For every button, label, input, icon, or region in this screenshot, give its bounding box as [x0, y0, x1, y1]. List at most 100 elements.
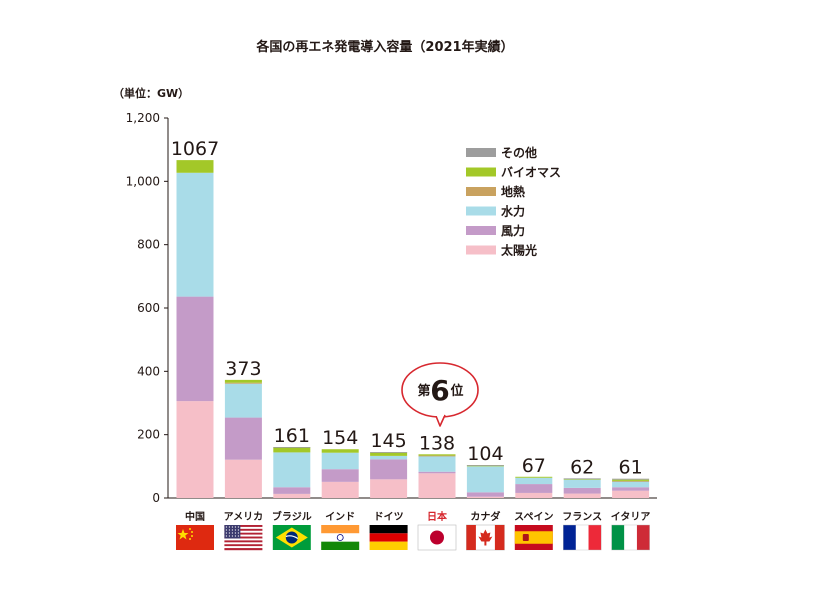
- y-tick-label: 1,200: [126, 111, 160, 125]
- legend-label: バイオマス: [501, 166, 561, 180]
- bar-segment: [176, 160, 214, 173]
- callout-prefix: 第: [417, 383, 430, 399]
- bars: 1067 373 161 154 145 138 104 67 62 61: [171, 138, 650, 498]
- bar-segment: [515, 477, 553, 485]
- bar-segment: [370, 452, 408, 453]
- total-label: 1067: [171, 138, 219, 160]
- total-label: 161: [274, 425, 310, 447]
- bar-segment: [176, 401, 214, 498]
- total-label: 373: [225, 358, 261, 380]
- bar-segment: [418, 454, 456, 456]
- category-label: ドイツ: [374, 511, 404, 523]
- x-axis-labels: 中国 アメリカ ブラジル インド ドイツ 日本 カナダ スペイン フランス イタリア: [185, 510, 650, 523]
- callout-pointer-mask: [435, 411, 444, 416]
- category-label: 中国: [185, 510, 205, 523]
- legend-label: 水力: [501, 204, 525, 219]
- japan-flag-icon: [417, 524, 457, 551]
- bar-segment: [612, 478, 650, 480]
- china-flag-icon: [176, 525, 214, 550]
- bar-segment: [321, 469, 359, 482]
- y-tick-label: 400: [137, 364, 160, 378]
- germany-flag-icon: [369, 525, 408, 550]
- category-label: イタリア: [611, 511, 651, 523]
- legend-item: 風力: [466, 223, 525, 238]
- bar-segment: [418, 471, 456, 474]
- bar-segment: [273, 447, 311, 448]
- bar-segment: [563, 478, 601, 480]
- total-label: 104: [467, 443, 503, 465]
- italy-flag-icon: [611, 524, 650, 551]
- category-label: ブラジル: [272, 510, 312, 523]
- bar-segment: [176, 296, 214, 402]
- bar-segment: [612, 479, 650, 481]
- callout-suffix: 位: [450, 383, 463, 399]
- category-label: 日本: [427, 510, 448, 523]
- y-tick-label: 600: [137, 301, 160, 315]
- legend-item: 地熱: [466, 184, 525, 199]
- france-flag-icon: [563, 524, 602, 551]
- bar-segment: [466, 496, 504, 498]
- callout-rank: 6: [430, 374, 449, 407]
- category-label: インド: [325, 511, 355, 523]
- y-tick-label: 800: [137, 238, 160, 252]
- bar-segment: [224, 383, 262, 418]
- bar-segment: [612, 490, 650, 498]
- bar-segment: [563, 479, 601, 488]
- legend-swatch: [466, 167, 496, 177]
- bar-segment: [515, 476, 553, 478]
- legend-label: 地熱: [501, 184, 525, 199]
- bar-segment: [370, 459, 408, 480]
- category-label: アメリカ: [224, 511, 264, 523]
- legend-swatch: [466, 245, 496, 255]
- usa-flag-icon: [224, 525, 263, 551]
- category-label: スペイン: [514, 511, 553, 523]
- legend-swatch: [466, 226, 496, 235]
- category-label: フランス: [562, 511, 602, 523]
- bar-segment: [612, 480, 650, 482]
- y-tick-label: 200: [137, 428, 160, 442]
- bar-segment: [321, 452, 359, 470]
- bar-segment: [224, 382, 262, 384]
- bar-segment: [273, 493, 311, 498]
- bar-segment: [370, 455, 408, 460]
- bar-segment: [418, 455, 456, 457]
- category-label: カナダ: [470, 510, 500, 523]
- bar-segment: [466, 465, 504, 466]
- legend-swatch: [466, 206, 496, 216]
- bar-segment: [224, 459, 262, 498]
- flags: [176, 524, 650, 551]
- chart-title: 各国の再エネ発電導入容量（2021年実績）: [255, 39, 513, 55]
- legend-item: バイオマス: [466, 166, 561, 180]
- legend-item: その他: [466, 145, 537, 160]
- bar-segment: [321, 449, 359, 453]
- legend-item: 水力: [466, 204, 525, 219]
- bar-segment: [273, 447, 311, 453]
- bar-segment: [370, 452, 408, 456]
- bar-segment: [515, 484, 553, 493]
- total-label: 154: [322, 427, 358, 449]
- bar-segment: [418, 473, 456, 498]
- bar-segment: [321, 481, 359, 498]
- bar-segment: [224, 417, 262, 460]
- legend-swatch: [466, 187, 496, 196]
- bar-segment: [176, 172, 214, 297]
- total-label: 138: [419, 432, 455, 454]
- bar-segment: [466, 466, 504, 493]
- y-tick-label: 0: [152, 491, 160, 505]
- total-label: 62: [570, 456, 594, 478]
- bar-segment: [273, 487, 311, 494]
- bar-segment: [273, 452, 311, 488]
- y-tick-label: 1,000: [126, 174, 160, 188]
- bar-segment: [612, 481, 650, 488]
- callout-pointer: [435, 414, 446, 427]
- legend-label: 太陽光: [501, 243, 537, 258]
- total-label: 61: [619, 457, 643, 479]
- bar-segment: [563, 493, 601, 498]
- bar-segment: [370, 479, 408, 498]
- y-axis: 0 200 400 600 800 1,000 1,200: [126, 111, 657, 505]
- bar-segment: [515, 492, 553, 498]
- india-flag-icon: [321, 525, 360, 550]
